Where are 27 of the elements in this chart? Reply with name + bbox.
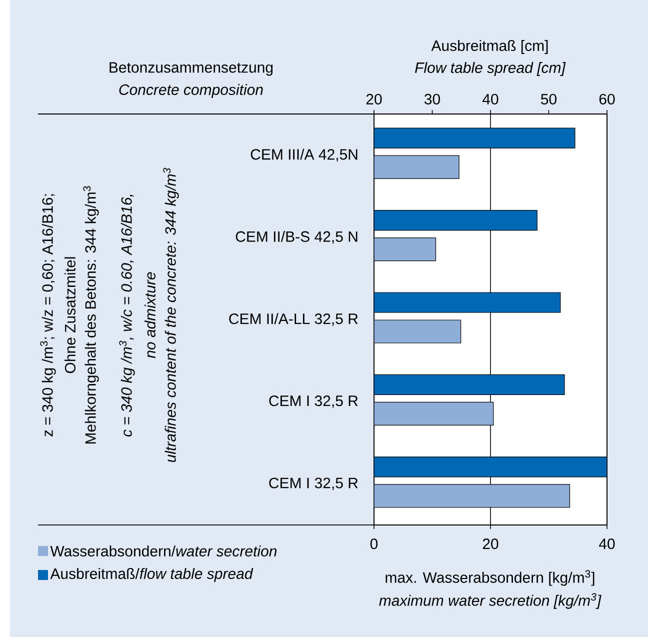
- x2-tick-label: 30: [424, 94, 440, 104]
- text: Ohne Zusatzmitel: [64, 257, 76, 374]
- legend-label: Wasserabsondern/water secretion: [50, 545, 277, 556]
- legend-label: Ausbreitmaß/flow table spread: [50, 568, 254, 582]
- y-tick-label: CEM III/A 42,5N: [250, 148, 358, 162]
- x2-tick-label: 40: [482, 94, 498, 104]
- y-tick-label: CEM I 32,5 R: [269, 395, 358, 408]
- x-tick-label: 0: [370, 538, 378, 550]
- x2-tick-label: 20: [366, 94, 382, 104]
- y-tick-label: CEM II/B-S 42,5 N: [236, 230, 358, 244]
- y-tick-label: CEM I 32,5 R: [269, 478, 358, 490]
- text: ultrafines content of the concrete: 344 kg/m$^{3}$: [163, 168, 179, 462]
- text: maximum water secretion [kg/m$^{3}$]: [379, 593, 602, 609]
- y-axis-title: Betonzusammensetzung: [110, 62, 273, 76]
- x-axis-title: max. Wasserabsondern [kg/m$^{3}$]: [386, 570, 594, 586]
- x-tick-label: 20: [482, 538, 498, 550]
- text: z = 340 kg /m$^{3}$; w/z = 0,60; A16/B16;: [40, 194, 56, 436]
- x2-axis-title: Ausbreitmaß [cm]: [431, 40, 548, 54]
- text: no admixture: [144, 272, 156, 358]
- text: Concrete composition: [119, 84, 263, 98]
- text: c = 340 kg /m$^{3}$, w/c = 0.60, A16/B16,: [119, 194, 135, 436]
- x2-tick-label: 60: [599, 94, 615, 104]
- x2-tick-label: 50: [541, 94, 556, 104]
- y-tick-label: CEM II/A-LL 32,5 R: [229, 313, 358, 326]
- text: Flow table spread [cm]: [415, 62, 566, 76]
- text: Mehlkorngehalt des Betons: 344 kg/m$^{3}$: [83, 186, 99, 444]
- x-tick-label: 40: [598, 538, 615, 550]
